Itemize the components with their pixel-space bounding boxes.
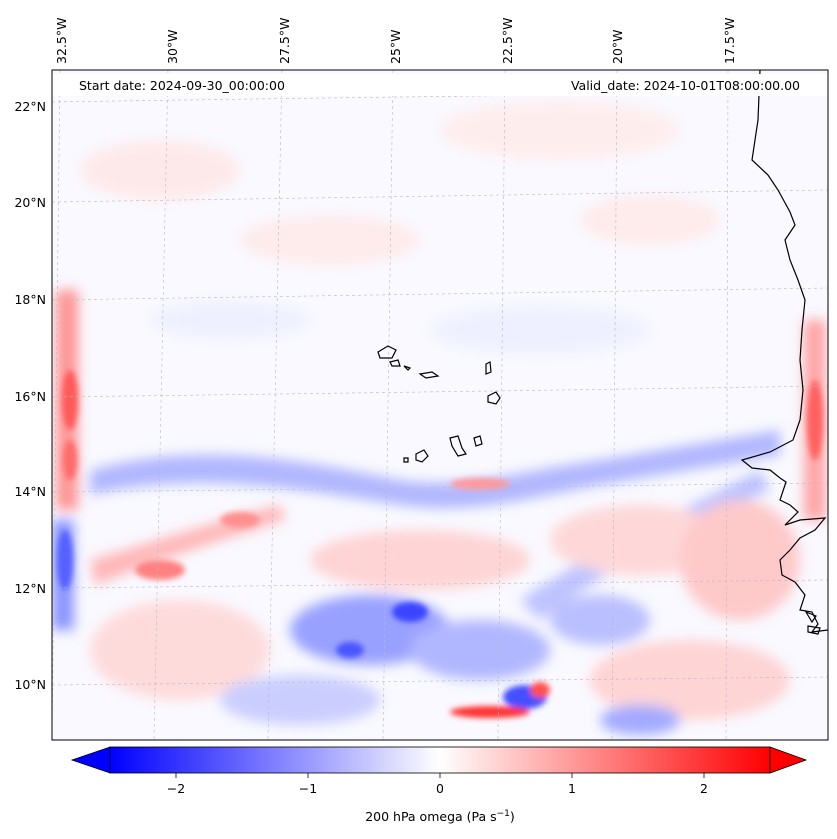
coastline <box>377 70 828 635</box>
colorbar-tick-label: −1 <box>299 781 317 796</box>
cabo-verde-santiago <box>449 435 467 457</box>
colorbar: −2 −1 0 1 2 200 hPa omega (Pa s−1) <box>70 746 808 824</box>
omega-field <box>52 70 828 740</box>
lon-label: 20°W <box>610 29 625 64</box>
lon-label: 17.5°W <box>722 18 737 64</box>
cabo-verde-brava <box>403 457 409 463</box>
lon-label: 25°W <box>388 29 403 64</box>
cabo-verde-sao-nicolau <box>418 371 440 379</box>
latitude-labels: 22°N 20°N 18°N 16°N 14°N 12°N 10°N <box>14 99 46 692</box>
colorbar-label-close: ) <box>510 809 515 824</box>
bijagos-islands <box>804 610 821 635</box>
map-panel: Start date: 2024-09-30_00:00:00 Valid_da… <box>51 69 829 741</box>
colorbar-ticks: −2 −1 0 1 2 <box>167 773 708 796</box>
colorbar-extend-low <box>70 746 111 774</box>
valid-date-label: Valid_date: 2024-10-01T08:00:00.00 <box>571 78 800 93</box>
colorbar-tick-label: 0 <box>436 781 444 796</box>
cabo-verde-maio <box>473 435 483 447</box>
lon-label: 27.5°W <box>277 18 292 64</box>
lon-label: 32.5°W <box>54 18 69 64</box>
colorbar-label-exponent: −1 <box>497 809 510 819</box>
lat-label: 22°N <box>14 99 46 114</box>
colorbar-tick-label: 1 <box>568 781 576 796</box>
cabo-verde-sao-vicente <box>389 359 401 367</box>
colorbar-extend-high <box>769 746 808 774</box>
cabo-verde-santa-luzia <box>403 365 412 371</box>
lat-label: 10°N <box>14 677 46 692</box>
colorbar-gradient <box>109 746 771 774</box>
colorbar-label-main: 200 hPa omega (Pa s <box>365 809 496 824</box>
cabo-verde-boa-vista <box>487 391 501 405</box>
start-date-label: Start date: 2024-09-30_00:00:00 <box>79 78 285 93</box>
cabo-verde-fogo <box>415 449 429 463</box>
colorbar-tick-label: −2 <box>167 781 185 796</box>
lon-label: 30°W <box>165 29 180 64</box>
lat-label: 14°N <box>14 484 46 499</box>
lat-label: 12°N <box>14 581 46 596</box>
date-label-strip <box>52 74 828 96</box>
lat-label: 20°N <box>14 195 46 210</box>
map-gridlines <box>52 70 828 740</box>
map-frame <box>51 69 829 741</box>
lat-label: 16°N <box>14 389 46 404</box>
cabo-verde-sal <box>485 361 492 375</box>
longitude-labels: 32.5°W 30°W 27.5°W 25°W 22.5°W 20°W 17.5… <box>54 18 737 64</box>
colorbar-label: 200 hPa omega (Pa s−1) <box>365 809 515 824</box>
africa-coast <box>740 70 828 633</box>
cabo-verde-santo-antao <box>377 345 397 359</box>
colorbar-tick-label: 2 <box>700 781 708 796</box>
lon-label: 22.5°W <box>500 18 515 64</box>
lat-label: 18°N <box>14 292 46 307</box>
